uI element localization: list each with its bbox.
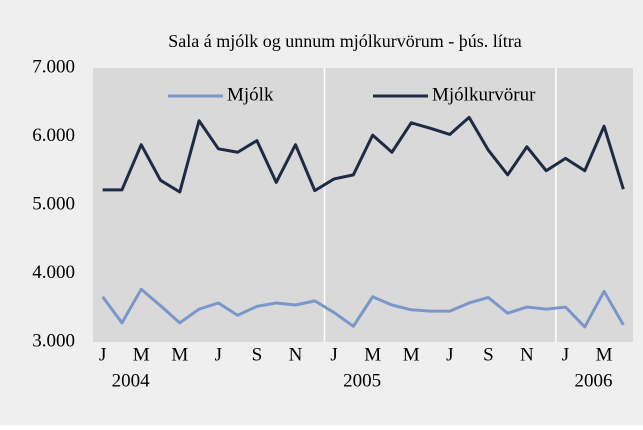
- year-label: 2004: [112, 370, 151, 391]
- x-tick-label: M: [171, 344, 188, 365]
- y-tick-label: 6.000: [32, 125, 75, 146]
- y-tick-label: 5.000: [32, 193, 75, 214]
- x-tick-label: J: [99, 344, 106, 365]
- plot-area: [93, 68, 633, 342]
- chart-title: Sala á mjólk og unnum mjólkurvörum - þús…: [168, 31, 521, 51]
- x-tick-label: N: [520, 344, 534, 365]
- x-tick-label: S: [483, 344, 494, 365]
- x-tick-label: S: [252, 344, 263, 365]
- x-tick-label: J: [215, 344, 222, 365]
- x-tick-label: J: [446, 344, 453, 365]
- y-tick-label: 7.000: [32, 56, 75, 77]
- legend-label: Mjólk: [227, 84, 274, 105]
- series-line: [102, 115, 625, 194]
- x-tick-label: M: [133, 344, 150, 365]
- x-tick-label: M: [596, 344, 613, 365]
- x-tick-label: J: [562, 344, 569, 365]
- x-tick-label: J: [330, 344, 337, 365]
- x-tick-label: M: [403, 344, 420, 365]
- y-tick-label: 3.000: [32, 330, 75, 351]
- series-line: [101, 287, 625, 329]
- year-label: 2005: [343, 370, 381, 391]
- year-label: 2006: [575, 370, 613, 391]
- y-tick-label: 4.000: [32, 262, 75, 283]
- legend-label: Mjólkurvörur: [432, 84, 536, 105]
- x-tick-label: M: [364, 344, 381, 365]
- x-tick-label: N: [289, 344, 303, 365]
